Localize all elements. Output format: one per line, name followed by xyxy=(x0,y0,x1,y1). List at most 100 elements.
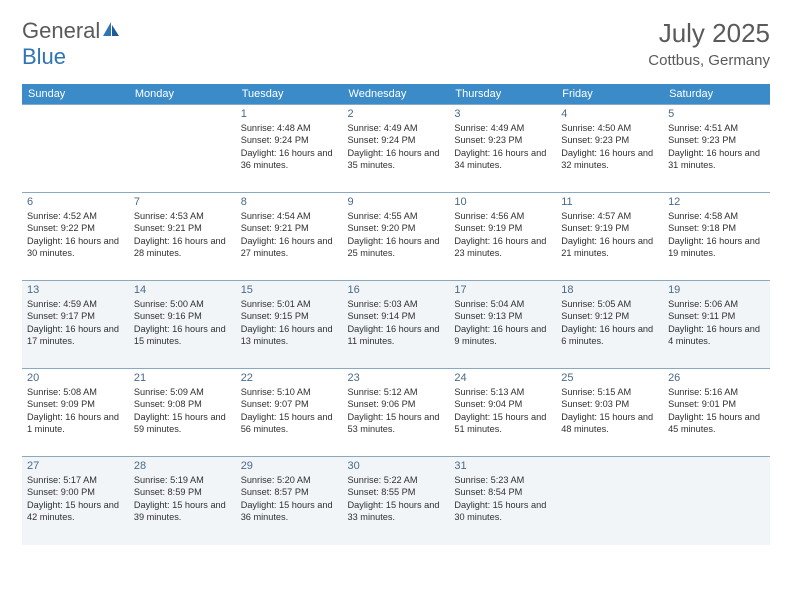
location-label: Cottbus, Germany xyxy=(648,52,770,69)
empty-cell xyxy=(556,457,663,545)
day-number: 12 xyxy=(668,196,765,208)
day-cell: 12Sunrise: 4:58 AMSunset: 9:18 PMDayligh… xyxy=(663,193,770,281)
day-header: Friday xyxy=(556,84,663,105)
day-number: 29 xyxy=(241,460,338,472)
day-cell: 24Sunrise: 5:13 AMSunset: 9:04 PMDayligh… xyxy=(449,369,556,457)
empty-cell xyxy=(663,457,770,545)
day-cell: 27Sunrise: 5:17 AMSunset: 9:00 PMDayligh… xyxy=(22,457,129,545)
day-number: 14 xyxy=(134,284,231,296)
day-cell: 15 Sunrise: 5:01 AMSunset: 9:15 PMDayligh… xyxy=(236,281,343,369)
day-number: 10 xyxy=(454,196,551,208)
calendar-page: GeneralBlue July 2025 Cottbus, Germany S… xyxy=(0,0,792,563)
day-cell: 19Sunrise: 5:06 AMSunset: 9:11 PMDayligh… xyxy=(663,281,770,369)
brand-part1: General xyxy=(22,18,100,43)
day-cell: 16 Sunrise: 5:03 AMSunset: 9:14 PMDayligh… xyxy=(343,281,450,369)
day-number: 20 xyxy=(27,372,124,384)
day-info: Sunrise: 5:09 AMSunset: 9:08 PMDaylight:… xyxy=(134,386,231,436)
day-number: 9 xyxy=(348,196,445,208)
day-info: Sunrise: 4:49 AMSunset: 9:24 PMDaylight:… xyxy=(348,122,445,172)
day-number: 1 xyxy=(241,108,338,120)
day-info: Sunrise: 5:12 AMSunset: 9:06 PMDaylight:… xyxy=(348,386,445,436)
day-number: 15 xyxy=(241,284,338,296)
day-number: 4 xyxy=(561,108,658,120)
sail-icon xyxy=(101,18,121,44)
day-number: 25 xyxy=(561,372,658,384)
day-cell: 1 Sunrise: 4:48 AMSunset: 9:24 PMDaylight… xyxy=(236,105,343,193)
day-number: 28 xyxy=(134,460,231,472)
day-info: Sunrise: 5:16 AMSunset: 9:01 PMDaylight:… xyxy=(668,386,765,436)
day-number: 30 xyxy=(348,460,445,472)
day-info: Sunrise: 5:00 AMSunset: 9:16 PMDaylight:… xyxy=(134,298,231,348)
day-cell: 14 Sunrise: 5:00 AMSunset: 9:16 PMDayligh… xyxy=(129,281,236,369)
day-info: Sunrise: 5:01 AMSunset: 9:15 PMDaylight:… xyxy=(241,298,338,348)
day-number: 3 xyxy=(454,108,551,120)
day-info: Sunrise: 5:03 AMSunset: 9:14 PMDaylight:… xyxy=(348,298,445,348)
day-cell: 20 Sunrise: 5:08 AMSunset: 9:09 PMDayligh… xyxy=(22,369,129,457)
day-info: Sunrise: 5:15 AMSunset: 9:03 PMDaylight:… xyxy=(561,386,658,436)
day-info: Sunrise: 4:48 AMSunset: 9:24 PMDaylight:… xyxy=(241,122,338,172)
day-info: Sunrise: 4:49 AMSunset: 9:23 PMDaylight:… xyxy=(454,122,551,172)
day-number: 16 xyxy=(348,284,445,296)
day-cell: 17 Sunrise: 5:04 AMSunset: 9:13 PMDayligh… xyxy=(449,281,556,369)
week-row: 13Sunrise: 4:59 AMSunset: 9:17 PMDayligh… xyxy=(22,281,770,369)
day-info: Sunrise: 5:05 AMSunset: 9:12 PMDaylight:… xyxy=(561,298,658,348)
day-cell: 11 Sunrise: 4:57 AMSunset: 9:19 PMDayligh… xyxy=(556,193,663,281)
day-cell: 3 Sunrise: 4:49 AMSunset: 9:23 PMDaylight… xyxy=(449,105,556,193)
day-cell: 5Sunrise: 4:51 AMSunset: 9:23 PMDaylight… xyxy=(663,105,770,193)
day-header: Saturday xyxy=(663,84,770,105)
day-cell: 30Sunrise: 5:22 AMSunset: 8:55 PMDayligh… xyxy=(343,457,450,545)
day-info: Sunrise: 5:23 AMSunset: 8:54 PMDaylight:… xyxy=(454,474,551,524)
title-block: July 2025 Cottbus, Germany xyxy=(648,18,770,69)
day-number: 11 xyxy=(561,196,658,208)
day-header: Thursday xyxy=(449,84,556,105)
day-number: 21 xyxy=(134,372,231,384)
day-cell: 26Sunrise: 5:16 AMSunset: 9:01 PMDayligh… xyxy=(663,369,770,457)
day-number: 18 xyxy=(561,284,658,296)
empty-cell xyxy=(129,105,236,193)
day-cell: 28 Sunrise: 5:19 AMSunset: 8:59 PMDayligh… xyxy=(129,457,236,545)
day-info: Sunrise: 5:19 AMSunset: 8:59 PMDaylight:… xyxy=(134,474,231,524)
brand-text: GeneralBlue xyxy=(22,18,121,70)
day-number: 7 xyxy=(134,196,231,208)
day-cell: 31Sunrise: 5:23 AMSunset: 8:54 PMDayligh… xyxy=(449,457,556,545)
day-cell: 29 Sunrise: 5:20 AMSunset: 8:57 PMDayligh… xyxy=(236,457,343,545)
day-number: 5 xyxy=(668,108,765,120)
calendar-table: SundayMondayTuesdayWednesdayThursdayFrid… xyxy=(22,84,770,545)
week-row: 27Sunrise: 5:17 AMSunset: 9:00 PMDayligh… xyxy=(22,457,770,545)
calendar-body: 1 Sunrise: 4:48 AMSunset: 9:24 PMDaylight… xyxy=(22,105,770,545)
day-number: 27 xyxy=(27,460,124,472)
day-cell: 10 Sunrise: 4:56 AMSunset: 9:19 PMDayligh… xyxy=(449,193,556,281)
day-info: Sunrise: 4:57 AMSunset: 9:19 PMDaylight:… xyxy=(561,210,658,260)
day-info: Sunrise: 5:08 AMSunset: 9:09 PMDaylight:… xyxy=(27,386,124,436)
day-cell: 9 Sunrise: 4:55 AMSunset: 9:20 PMDaylight… xyxy=(343,193,450,281)
day-cell: 4Sunrise: 4:50 AMSunset: 9:23 PMDaylight… xyxy=(556,105,663,193)
day-cell: 22Sunrise: 5:10 AMSunset: 9:07 PMDayligh… xyxy=(236,369,343,457)
day-cell: 21 Sunrise: 5:09 AMSunset: 9:08 PMDayligh… xyxy=(129,369,236,457)
day-number: 6 xyxy=(27,196,124,208)
day-header: Monday xyxy=(129,84,236,105)
day-info: Sunrise: 4:54 AMSunset: 9:21 PMDaylight:… xyxy=(241,210,338,260)
day-cell: 25 Sunrise: 5:15 AMSunset: 9:03 PMDayligh… xyxy=(556,369,663,457)
day-number: 22 xyxy=(241,372,338,384)
day-header-row: SundayMondayTuesdayWednesdayThursdayFrid… xyxy=(22,84,770,105)
day-number: 17 xyxy=(454,284,551,296)
day-number: 13 xyxy=(27,284,124,296)
day-number: 24 xyxy=(454,372,551,384)
empty-cell xyxy=(22,105,129,193)
week-row: 20 Sunrise: 5:08 AMSunset: 9:09 PMDayligh… xyxy=(22,369,770,457)
day-number: 2 xyxy=(348,108,445,120)
day-number: 8 xyxy=(241,196,338,208)
day-info: Sunrise: 4:53 AMSunset: 9:21 PMDaylight:… xyxy=(134,210,231,260)
day-info: Sunrise: 4:55 AMSunset: 9:20 PMDaylight:… xyxy=(348,210,445,260)
day-cell: 18 Sunrise: 5:05 AMSunset: 9:12 PMDayligh… xyxy=(556,281,663,369)
day-info: Sunrise: 4:56 AMSunset: 9:19 PMDaylight:… xyxy=(454,210,551,260)
day-info: Sunrise: 5:04 AMSunset: 9:13 PMDaylight:… xyxy=(454,298,551,348)
brand-logo: GeneralBlue xyxy=(22,18,121,70)
day-cell: 2 Sunrise: 4:49 AMSunset: 9:24 PMDaylight… xyxy=(343,105,450,193)
day-info: Sunrise: 4:52 AMSunset: 9:22 PMDaylight:… xyxy=(27,210,124,260)
header: GeneralBlue July 2025 Cottbus, Germany xyxy=(22,18,770,70)
day-info: Sunrise: 5:20 AMSunset: 8:57 PMDaylight:… xyxy=(241,474,338,524)
day-number: 23 xyxy=(348,372,445,384)
day-cell: 6 Sunrise: 4:52 AMSunset: 9:22 PMDaylight… xyxy=(22,193,129,281)
day-number: 19 xyxy=(668,284,765,296)
